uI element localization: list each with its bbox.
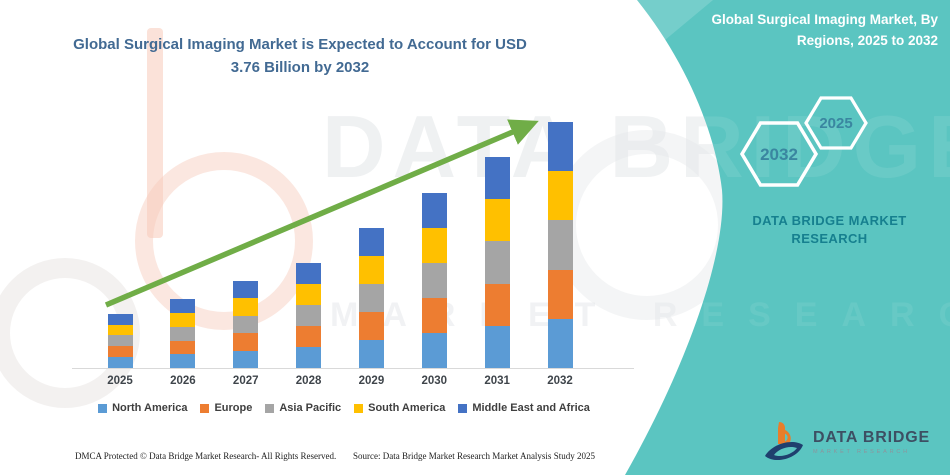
company-logo-text: DATA BRIDGE MARKET RESEARCH [813,429,930,455]
x-axis-label-2029: 2029 [358,375,385,387]
x-axis-label-2032: 2032 [547,375,573,387]
bar-segment-asia-pacific [233,315,259,334]
bar-segment-south-america [547,171,573,221]
company-logo-subtitle: MARKET RESEARCH [813,449,910,455]
bar-segment-asia-pacific [547,220,573,270]
bar-segment-europe [170,340,196,355]
footer-source-text: Source: Data Bridge Market Research Mark… [353,451,595,461]
legend-label: South America [368,402,446,414]
hexagon-2032-label: 2032 [760,145,798,164]
chart-title-line1: Global Surgical Imaging Market is Expect… [73,36,527,53]
bar-segment-europe [233,333,259,351]
bar-segment-asia-pacific [170,326,196,341]
brand-wordmark: DATA BRIDGE MARKET RESEARCH [727,212,932,248]
bar-segment-asia-pacific [296,304,322,326]
legend-item-north-america: North America [98,402,187,414]
legend-label: Middle East and Africa [472,402,590,414]
x-axis-label-2027: 2027 [232,375,259,387]
legend-swatch [265,403,275,413]
legend-swatch [354,403,364,413]
x-axis-label-2026: 2026 [170,375,196,387]
bar-2026 [170,299,196,368]
company-logo-icon [765,422,803,461]
legend-swatch [98,403,108,413]
bar-segment-north-america [296,346,322,368]
bar-segment-north-america [107,357,133,368]
x-axis-label-2028: 2028 [295,375,322,387]
bar-segment-north-america [170,354,196,368]
x-axis-label-2030: 2030 [421,375,448,387]
panel-title-line1: Global Surgical Imaging Market, By [711,12,938,27]
bar-2032 [547,122,573,368]
x-axis-line [72,368,634,369]
legend-item-europe: Europe [200,402,252,414]
bar-segment-south-america [170,313,196,327]
bar-segment-middle-east-and-africa [547,122,573,172]
bar-segment-europe [358,312,384,341]
footer-dmca-text: DMCA Protected © Data Bridge Market Rese… [75,451,337,461]
legend-item-asia-pacific: Asia Pacific [265,402,341,414]
x-axis-label-2031: 2031 [484,375,510,387]
bar-segment-asia-pacific [107,335,133,347]
legend-label: North America [112,402,188,414]
brand-wordmark-line2: RESEARCH [791,231,868,247]
chart-title: Global Surgical Imaging Market is Expect… [60,33,540,80]
x-axis-label-2025: 2025 [107,375,133,387]
bar-segment-north-america [421,333,447,368]
bar-segment-north-america [547,318,573,368]
legend-item-middle-east-and-africa: Middle East and Africa [458,402,590,414]
chart-title-line2: 3.76 Billion by 2032 [230,59,370,77]
panel-title-line2: Regions, 2025 to 2032 [796,32,938,48]
legend-label: Europe [214,402,253,414]
bar-segment-europe [547,269,573,319]
company-logo: DATA BRIDGE MARKET RESEARCH [762,420,930,464]
hexagon-2025-label: 2025 [819,115,852,132]
bar-segment-south-america [107,324,133,336]
legend-label: Asia Pacific [279,402,342,414]
bar-segment-north-america [358,340,384,368]
legend-swatch [200,403,210,413]
bar-2025 [107,313,133,368]
brand-wordmark-line1: DATA BRIDGE MARKET [752,213,907,228]
bar-segment-north-america [233,350,259,368]
legend-swatch [458,403,468,413]
year-hexagons: 2032 2025 [739,96,868,187]
chart-legend: North America Europe Asia Pacific South Ame… [70,402,618,414]
bar-segment-middle-east-and-africa [107,313,133,325]
legend-item-south-america: South America [354,402,445,414]
panel-title: Global Surgical Imaging Market, By Regio… [688,10,938,52]
bar-segment-europe [296,325,322,347]
bar-segment-north-america [484,325,510,368]
bar-segment-europe [107,346,133,358]
company-logo-name: DATA BRIDGE [813,429,930,446]
